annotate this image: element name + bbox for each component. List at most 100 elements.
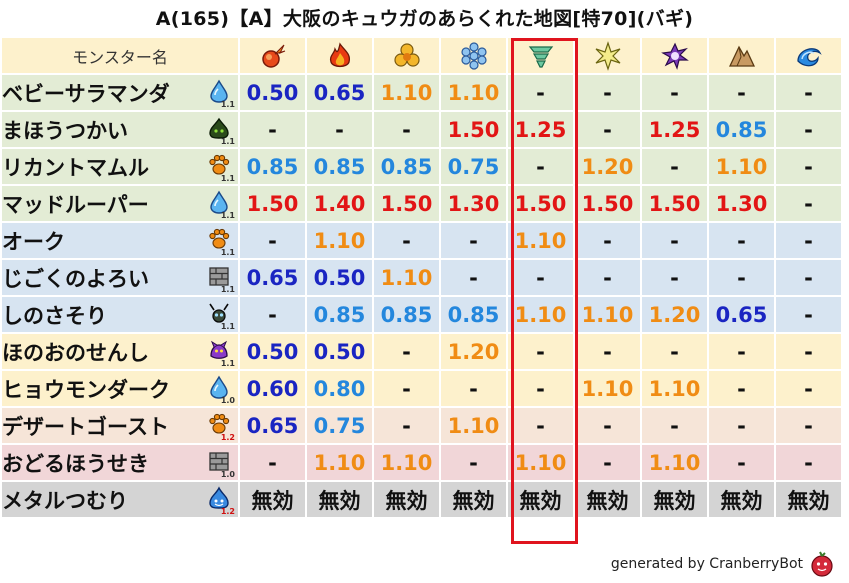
resistance-value: 1.10 (307, 223, 374, 260)
resistance-value: - (776, 149, 843, 186)
monster-name: ベビーサラマンダ (2, 81, 170, 106)
resistance-value: 0.65 (240, 260, 307, 297)
monster-name: じごくのよろい (2, 266, 149, 291)
level-badge: 1.1 (220, 174, 235, 183)
resistance-value: 0.75 (441, 149, 508, 186)
resistance-value: 無効 (709, 482, 776, 519)
fire-icon (240, 38, 307, 75)
level-badge: 1.0 (220, 470, 235, 479)
level-badge: 1.1 (220, 100, 235, 109)
resistance-value: - (575, 223, 642, 260)
monster-name: おどるほうせき (2, 451, 149, 476)
flame-icon (307, 38, 374, 75)
footer-text: generated by CranberryBot (610, 556, 803, 572)
resistance-value: 0.80 (307, 371, 374, 408)
resistance-value: - (508, 149, 575, 186)
table-row: デザートゴースト 1.2 0.65 0.75-1.10- - - - - (2, 408, 843, 445)
resistance-value: 無効 (240, 482, 307, 519)
brick-icon (208, 449, 230, 473)
resistance-value: 1.50 (441, 112, 508, 149)
resistance-value: - (575, 260, 642, 297)
wind-icon (508, 38, 575, 75)
level-badge: 1.2 (220, 507, 235, 516)
monster-name-cell: まほうつかい 1.1 (2, 112, 240, 149)
resistance-value: 無効 (374, 482, 441, 519)
resistance-value: - (441, 260, 508, 297)
resistance-value: 1.10 (508, 223, 575, 260)
resistance-value: 無効 (642, 482, 709, 519)
resistance-value: 0.50 (240, 75, 307, 112)
resistance-value: - (240, 112, 307, 149)
resistance-value: - (441, 223, 508, 260)
level-badge: 1.1 (220, 248, 235, 257)
monster-name-cell: デザートゴースト 1.2 (2, 408, 240, 445)
resistance-value: - (709, 445, 776, 482)
page-title: A(165)【A】大阪のキュウガのあらくれた地図[特70](バギ) (155, 8, 694, 30)
resistance-value: 無効 (307, 482, 374, 519)
resistance-value: - (508, 334, 575, 371)
resistance-value: 1.10 (575, 297, 642, 334)
footer: generated by CranberryBot (611, 551, 835, 577)
resistance-value: 1.10 (441, 75, 508, 112)
resistance-value: 0.65 (307, 75, 374, 112)
resistance-value: 0.50 (240, 334, 307, 371)
resistance-value: - (776, 186, 843, 223)
rock-icon (709, 38, 776, 75)
resistance-value: - (776, 334, 843, 371)
resistance-value: 0.85 (709, 112, 776, 149)
resistance-value: 0.85 (307, 297, 374, 334)
resistance-value: - (776, 371, 843, 408)
resistance-value: 1.10 (575, 371, 642, 408)
table-row: まほうつかい 1.1- - -1.50 1.25-1.25 0.85- (2, 112, 843, 149)
resistance-table: モンスター名 (2, 38, 843, 519)
resistance-value: 0.85 (374, 149, 441, 186)
monster-name-cell: オーク 1.1 (2, 223, 240, 260)
resistance-value: 1.40 (307, 186, 374, 223)
resistance-value: 無効 (508, 482, 575, 519)
cranberry-icon (811, 551, 833, 577)
resistance-value: - (642, 334, 709, 371)
monster-name: オーク (2, 229, 65, 254)
level-badge: 1.2 (220, 433, 235, 442)
table-row: マッドルーパー 1.1 1.50 1.40 1.50 1.30 1.50 1.50 1.50 1.… (2, 186, 843, 223)
resistance-value: 無効 (776, 482, 843, 519)
monster-name-header: モンスター名 (2, 38, 240, 75)
resistance-value: 1.10 (642, 371, 709, 408)
header-row: モンスター名 (2, 38, 843, 75)
resistance-value: 1.50 (642, 186, 709, 223)
resistance-value: - (575, 334, 642, 371)
resistance-value: - (776, 75, 843, 112)
resistance-value: 1.30 (441, 186, 508, 223)
resistance-value: - (240, 297, 307, 334)
monster-name: デザートゴースト (2, 414, 169, 439)
resistance-value: - (776, 112, 843, 149)
resistance-value: - (374, 223, 441, 260)
resistance-value: 0.85 (307, 149, 374, 186)
earth-icon (374, 38, 441, 75)
resistance-value: - (575, 445, 642, 482)
level-badge: 1.1 (220, 285, 235, 294)
resistance-value: 0.85 (240, 149, 307, 186)
monster-name: まほうつかい (2, 118, 128, 143)
resistance-value: - (642, 75, 709, 112)
table-row: おどるほうせき 1.0-1.10 1.10-1.10-1.10- - (2, 445, 843, 482)
resistance-value: 1.10 (709, 149, 776, 186)
water-drop-icon (208, 375, 230, 399)
resistance-value: - (374, 112, 441, 149)
resistance-value: - (441, 445, 508, 482)
table-row: オーク 1.1-1.10- -1.10- - - - (2, 223, 843, 260)
resistance-value: 無効 (441, 482, 508, 519)
resistance-value: - (575, 408, 642, 445)
monster-name: メタルつむり (2, 488, 128, 513)
resistance-value: - (642, 408, 709, 445)
resistance-value: - (374, 408, 441, 445)
slime-icon (208, 486, 230, 510)
table-row: ほのおのせんし 1.1 0.50 0.50-1.20- - - - - (2, 334, 843, 371)
resistance-value: - (709, 371, 776, 408)
resistance-value: 1.50 (575, 186, 642, 223)
table-row: じごくのよろい 1.1 0.65 0.50 1.10- - - - - - (2, 260, 843, 297)
resistance-value: - (508, 371, 575, 408)
light-icon (575, 38, 642, 75)
resistance-value: 1.20 (575, 149, 642, 186)
resistance-value: - (642, 223, 709, 260)
